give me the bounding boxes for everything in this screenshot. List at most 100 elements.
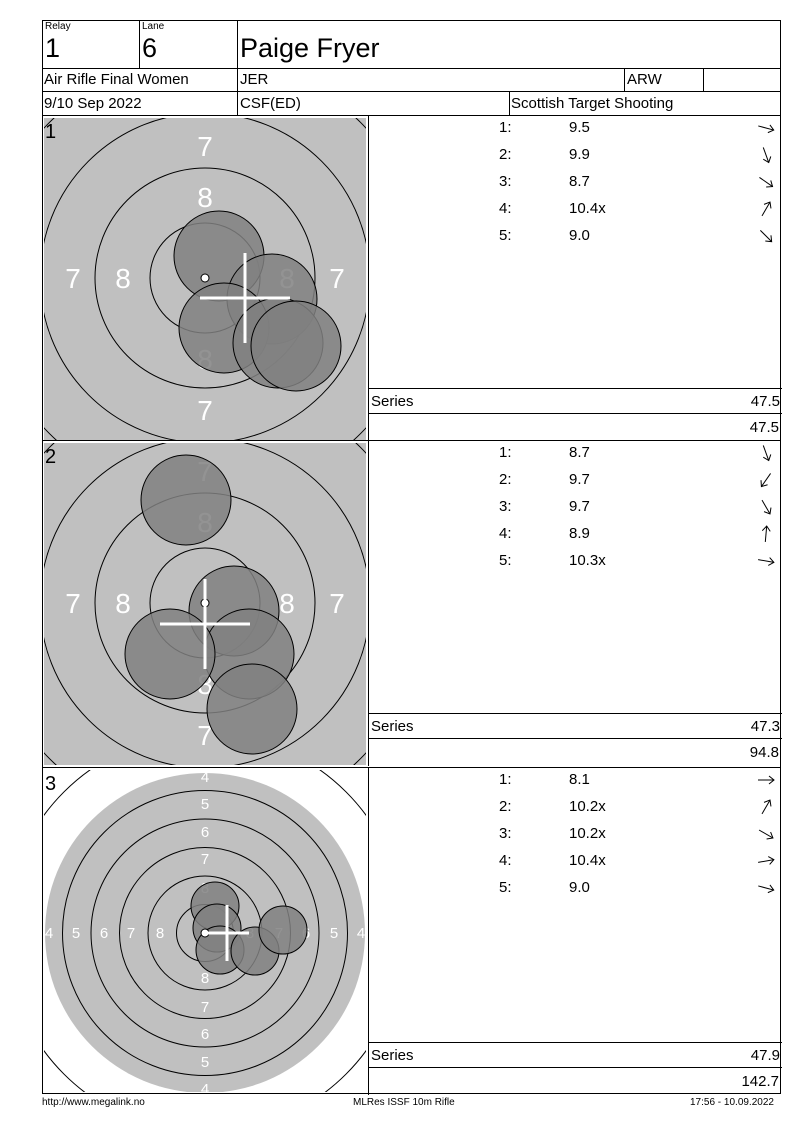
ring-number: 7 [197,720,213,751]
relay-value: 1 [45,33,61,63]
ring-number: 6 [100,925,108,942]
shot-row: 1: 8.1 [369,766,781,793]
shot-row: 5: 9.0 [369,874,781,901]
series-number: 3 [45,773,56,795]
series-label: Series [371,1047,414,1064]
shot-value: 10.3x [569,552,606,569]
shot-value: 10.2x [569,798,606,815]
ring-number: 7 [127,925,135,942]
series-number: 2 [45,446,56,468]
direction-arrow-icon [758,775,775,785]
target-3: 888877776666555544443 [44,770,366,1092]
shot-number: 5: [499,552,512,569]
series-total: 47.5 [750,393,780,410]
direction-arrow-icon [761,201,772,217]
ring-number: 7 [65,588,81,619]
card-frame [42,20,781,1094]
event-name: Air Rifle Final Women [44,71,189,88]
direction-arrow-icon [762,445,772,462]
ring-number: 7 [201,851,209,868]
shot-number: 3: [499,173,512,190]
target-center [200,273,210,283]
shot-number: 1: [499,771,512,788]
shot-row: 4: 8.9 [369,520,781,547]
direction-arrow-icon [759,177,774,188]
ring-number: 8 [201,970,209,987]
footer-software: MLRes ISSF 10m Rifle [353,1097,455,1108]
shot-hole-1 [140,454,232,546]
series-total-row: Series 47.3 [369,713,782,739]
score-ring [90,818,320,1048]
ring-number: 5 [201,796,209,813]
shot-row: 5: 9.0 [369,222,781,249]
direction-arrow-icon [758,829,774,840]
series-section-2: 7878788721:8.72:9.73:9.74:8.95:10.3xSeri… [42,439,782,766]
ring-number: 8 [279,588,295,619]
direction-arrow-icon [759,229,773,243]
shooter-name: Paige Fryer [240,33,380,63]
shot-row: 2: 10.2x [369,793,781,820]
direction-arrow-icon [760,473,771,488]
ring-number: 8 [115,263,131,294]
ring-number: 6 [201,824,209,841]
running-total: 47.5 [749,419,779,436]
ring-number: 8 [156,925,164,942]
running-total: 142.7 [741,1073,779,1090]
shot-value: 8.1 [569,771,590,788]
shot-row: 4: 10.4x [369,195,781,222]
shot-number: 5: [499,879,512,896]
ring-number: 4 [357,925,365,942]
direction-arrow-icon [758,557,775,566]
series-section-3: 8888777766665555444431:8.12:10.2x3:10.2x… [42,766,782,1095]
direction-arrow-icon [762,147,772,164]
ring-number: 5 [72,925,80,942]
ring-number: 7 [329,588,345,619]
direction-arrow-icon [758,856,775,865]
shot-value: 9.7 [569,498,590,515]
ring-number: 7 [197,395,213,426]
shot-list: 1: 8.7 2: 9.7 3: 9.7 4: 8.9 5: 10.3x Series 47.3 94.… [368,439,782,766]
shot-number: 4: [499,200,512,217]
ring-number: 8 [115,588,131,619]
footer-url[interactable]: http://www.megalink.no [42,1097,145,1108]
series-total-row: Series 47.9 [369,1042,782,1068]
shot-value: 9.0 [569,879,590,896]
shot-list: 1: 8.1 2: 10.2x 3: 10.2x 4: 10.4x 5: 9.0 Series 47.… [368,766,782,1095]
shot-row: 2: 9.9 [369,141,781,168]
class: ARW [627,71,662,88]
shot-hole-5 [206,663,298,755]
shot-number: 4: [499,525,512,542]
ring-number: 5 [330,925,338,942]
ring-number: 8 [197,182,213,213]
score-ring [62,790,348,1076]
direction-arrow-icon [761,499,772,515]
shot-value: 10.2x [569,825,606,842]
shot-row: 1: 9.5 [369,114,781,141]
series-label: Series [371,718,414,735]
ring-number: 4 [201,1081,209,1092]
shot-number: 4: [499,852,512,869]
nation: JER [240,71,269,88]
shot-hole-5 [250,300,342,392]
shot-number: 2: [499,146,512,163]
shot-row: 3: 10.2x [369,820,781,847]
shot-number: 5: [499,227,512,244]
ring-number: 7 [201,999,209,1016]
shot-value: 10.4x [569,852,606,869]
series-section-1: 7878788711:9.52:9.93:8.74:10.4x5:9.0Seri… [42,114,782,441]
shot-row: 1: 8.7 [369,439,781,466]
ring-number: 4 [201,770,209,786]
relay-label: Relay [45,21,71,32]
event-date: 9/10 Sep 2022 [44,95,142,112]
series-number: 1 [45,121,56,143]
direction-arrow-icon [761,525,771,543]
shot-value: 8.7 [569,173,590,190]
lane-label: Lane [142,21,165,32]
running-total: 94.8 [749,744,779,761]
series-total: 47.3 [750,718,780,735]
organizer: Scottish Target Shooting [511,95,674,112]
shot-value: 8.9 [569,525,590,542]
shot-number: 3: [499,498,512,515]
shot-number: 3: [499,825,512,842]
